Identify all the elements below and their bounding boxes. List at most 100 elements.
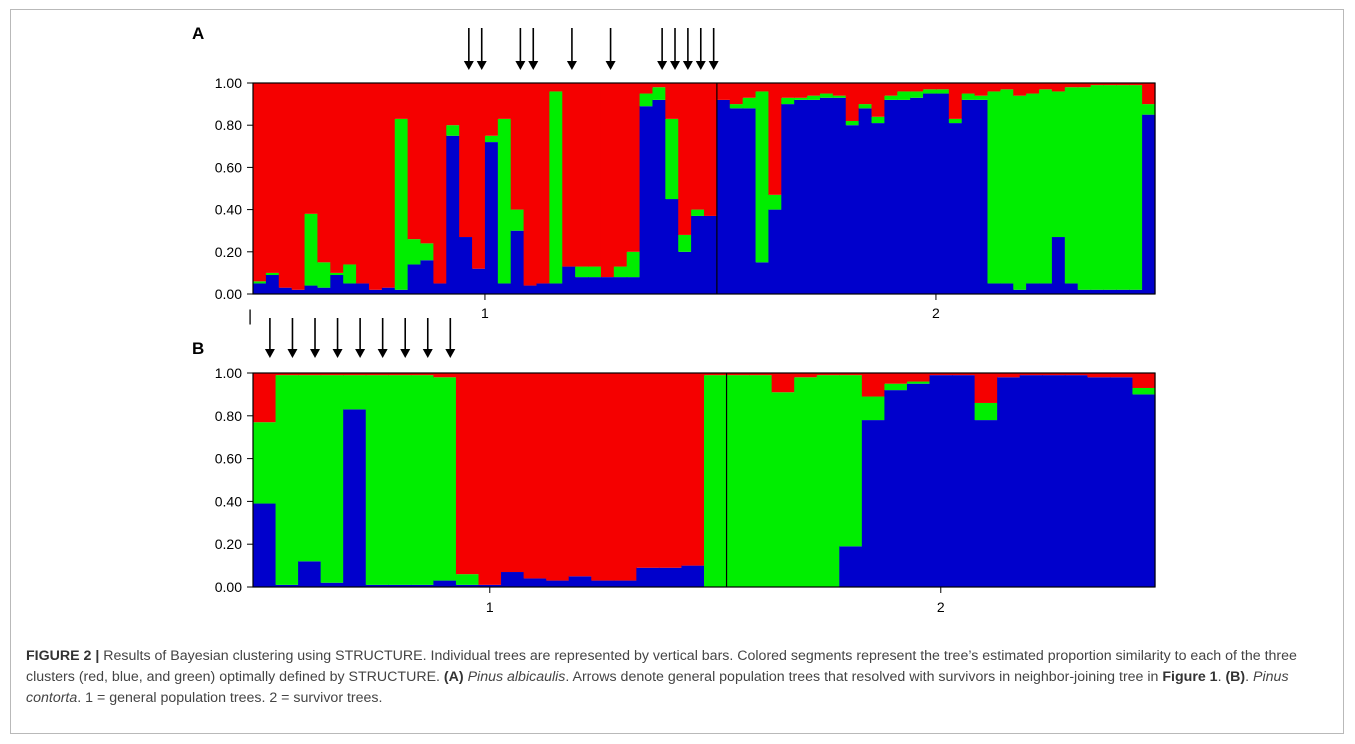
- panel-b-ytick-label-0.80: 0.80: [215, 408, 242, 424]
- panel-b-arrow-head-6: [400, 349, 411, 358]
- panel-b-ytick-label-0.60: 0.60: [215, 451, 242, 467]
- panel-b-ytick-label-0.20: 0.20: [215, 536, 242, 552]
- panel-a-bar-68-red: [1129, 83, 1143, 86]
- panel-b-bar-27-red: [861, 373, 885, 397]
- panel-b-bar-24-red: [794, 373, 818, 378]
- panel-b-arrow-head-1: [287, 349, 298, 358]
- panel-a-bar-65-red: [1090, 83, 1105, 86]
- panel-b-bar-6-blue: [388, 584, 412, 587]
- panel-a-bar-12-red: [407, 83, 422, 240]
- panel-b-bar-11-blue: [501, 572, 525, 587]
- panel-a-bar-55-blue: [961, 99, 976, 294]
- panel-a-bar-38-red: [742, 83, 757, 98]
- panel-a-bar-27-blue: [600, 277, 615, 294]
- panel-b-bar-6-red: [388, 373, 412, 376]
- panel-a-bar-51-green: [910, 91, 924, 98]
- panel-a-bar-66-blue: [1103, 289, 1117, 294]
- panel-a-bar-13-red: [420, 83, 434, 244]
- panel-b-plot-frame: [252, 372, 1156, 588]
- panel-b-bar-27-green: [861, 396, 885, 421]
- panel-a-bar-61-blue: [1039, 283, 1053, 294]
- panel-a-bar-69-blue: [1142, 114, 1156, 295]
- panel-a-bar-57-red: [987, 83, 1001, 92]
- panel-a-bar-53-red: [935, 83, 950, 90]
- panel-b-bar-19-red: [681, 373, 705, 566]
- panel-a-bar-44-blue: [819, 97, 834, 295]
- panel-a-bar-14-red: [433, 83, 447, 284]
- panel-a-bar-65-blue: [1090, 289, 1105, 294]
- panel-a-bar-43-green: [807, 95, 821, 100]
- panel-b-bar-6-green: [388, 375, 412, 585]
- panel-a-bar-34-green: [691, 209, 705, 216]
- panel-a-bar-10-blue: [381, 287, 396, 294]
- panel-a-bar-66-red: [1103, 83, 1117, 86]
- panel-a-bar-0-red: [253, 83, 267, 282]
- panel-b-bar-18-blue: [658, 567, 683, 587]
- panel-a-bar-62-green: [1051, 91, 1066, 238]
- panel-a-bar-49-red: [884, 83, 898, 96]
- panel-a-bar-39-blue: [755, 262, 770, 294]
- caption-text-2: . Arrows denote general population trees…: [565, 669, 1163, 685]
- panel-a-bar-19-blue: [497, 283, 512, 294]
- panel-a-bar-59-red: [1013, 83, 1027, 96]
- panel-a-bar-14-blue: [433, 283, 447, 294]
- panel-b-bar-9-green: [455, 574, 480, 585]
- panel-b-bar-38-red: [1109, 373, 1134, 378]
- panel-a-bar-21-blue: [523, 285, 538, 294]
- panel-a-bar-12-blue: [407, 264, 422, 294]
- panel-a-bar-10-red: [381, 83, 396, 288]
- panel-a-bar-24-red: [562, 83, 576, 267]
- panel-a-bar-49-blue: [884, 99, 898, 294]
- panel-b-bar-31-blue: [952, 375, 976, 587]
- panel-a-bar-29-green: [626, 251, 641, 278]
- panel-a-bar-63-red: [1064, 83, 1079, 88]
- panel-a-bar-37-green: [729, 104, 744, 109]
- panel-b-bar-20-green: [704, 375, 728, 587]
- panel-b-bar-14-red: [568, 373, 592, 577]
- panel-a-ytick-label-0.20: 0.20: [215, 244, 242, 260]
- panel-a-bar-19-green: [497, 118, 512, 284]
- panel-a-bar-25-green: [575, 266, 589, 278]
- panel-a-arrow-head-2: [515, 61, 526, 70]
- panel-a-bar-55-green: [961, 93, 976, 100]
- panel-a-bar-54-red: [948, 83, 963, 119]
- panel-b-bar-15-red: [591, 373, 615, 581]
- panel-a-bar-67-blue: [1116, 289, 1130, 294]
- panel-b-bar-18-red: [658, 373, 683, 568]
- panel-a-bar-55-red: [961, 83, 976, 94]
- panel-a-bar-3-blue: [291, 289, 306, 294]
- panel-a-bar-26-blue: [588, 277, 602, 294]
- panel-b-bar-8-green: [433, 377, 457, 581]
- panel-a-arrow-head-9: [695, 61, 706, 70]
- structure-chart: 1 2 0.00 0.20 0.40 0.60 0.80 1.00 1 2 0.00 0.20 0.40…: [215, 28, 1156, 615]
- panel-a-bar-7-green: [343, 264, 357, 284]
- panel-a-bar-32-blue: [665, 199, 679, 294]
- panel-b-bar-28-blue: [884, 390, 908, 587]
- panel-a-bar-41-blue: [781, 104, 795, 294]
- panel-a-bar-44-red: [819, 83, 834, 94]
- panel-a-bar-35-red: [704, 83, 718, 216]
- panel-a-bar-63-blue: [1064, 283, 1079, 294]
- panel-a-bar-47-green: [858, 104, 873, 109]
- panel-b-bar-39-blue: [1132, 394, 1156, 587]
- panel-a-bar-23-red: [549, 83, 563, 92]
- panel-a-bar-31-red: [652, 83, 666, 88]
- panel-a-bar-43-red: [807, 83, 821, 96]
- panel-b-bar-20-red: [704, 373, 728, 376]
- panel-a-bar-58-green: [1000, 89, 1014, 284]
- panel-a-bar-49-green: [884, 95, 898, 100]
- panel-a-bar-42-red: [794, 83, 808, 98]
- panel-a-bar-15-green: [446, 125, 460, 136]
- panel-a-bar-67-green: [1116, 85, 1130, 290]
- caption-text-3: .: [1217, 669, 1226, 685]
- panel-b-bar-2-red: [298, 373, 322, 376]
- panel-b-bar-31-red: [952, 373, 976, 376]
- panel-a-bar-60-red: [1026, 83, 1040, 94]
- panel-a-bar-35-blue: [704, 215, 718, 294]
- panel-a-bar-4-blue: [304, 285, 319, 294]
- panel-b-bar-4-green: [343, 375, 367, 410]
- panel-b-bar-0-blue: [253, 503, 277, 587]
- panel-b-bar-33-blue: [997, 377, 1021, 587]
- panel-b-bar-8-blue: [433, 580, 457, 587]
- panel-a-ytick-label-0.40: 0.40: [215, 202, 242, 218]
